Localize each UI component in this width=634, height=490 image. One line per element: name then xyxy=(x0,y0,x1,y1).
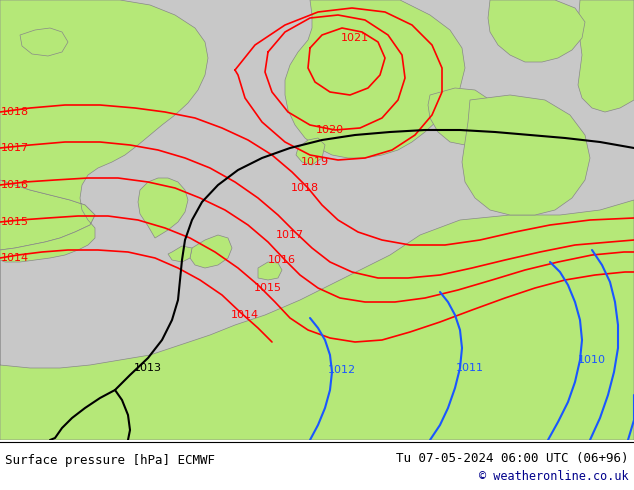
Polygon shape xyxy=(168,246,192,262)
Polygon shape xyxy=(428,88,498,145)
Polygon shape xyxy=(0,0,105,180)
Polygon shape xyxy=(578,0,634,112)
Polygon shape xyxy=(258,262,282,280)
Text: 1021: 1021 xyxy=(341,33,369,43)
Text: 1013: 1013 xyxy=(134,363,162,373)
Text: Surface pressure [hPa] ECMWF: Surface pressure [hPa] ECMWF xyxy=(5,454,215,466)
Text: 1020: 1020 xyxy=(316,125,344,135)
Polygon shape xyxy=(488,0,585,62)
Text: 1016: 1016 xyxy=(1,180,29,190)
Polygon shape xyxy=(0,0,95,250)
Text: 1014: 1014 xyxy=(1,253,29,263)
Text: 1019: 1019 xyxy=(301,157,329,167)
Polygon shape xyxy=(296,138,325,165)
Polygon shape xyxy=(20,28,68,56)
Text: 1015: 1015 xyxy=(254,283,282,293)
Text: © weatheronline.co.uk: © weatheronline.co.uk xyxy=(479,469,629,483)
Polygon shape xyxy=(138,178,188,238)
Text: 1015: 1015 xyxy=(1,217,29,227)
Text: 1018: 1018 xyxy=(1,107,29,117)
Polygon shape xyxy=(462,95,590,215)
Polygon shape xyxy=(190,235,232,268)
Text: 1017: 1017 xyxy=(276,230,304,240)
Text: Tu 07-05-2024 06:00 UTC (06+96): Tu 07-05-2024 06:00 UTC (06+96) xyxy=(396,451,629,465)
Text: 1018: 1018 xyxy=(291,183,319,193)
Text: 1012: 1012 xyxy=(328,365,356,375)
Polygon shape xyxy=(0,200,634,440)
Text: 1016: 1016 xyxy=(268,255,296,265)
Polygon shape xyxy=(0,0,208,262)
Polygon shape xyxy=(285,0,465,158)
Text: 1014: 1014 xyxy=(231,310,259,320)
Text: 1017: 1017 xyxy=(1,143,29,153)
Text: 1011: 1011 xyxy=(456,363,484,373)
Text: 1010: 1010 xyxy=(578,355,606,365)
